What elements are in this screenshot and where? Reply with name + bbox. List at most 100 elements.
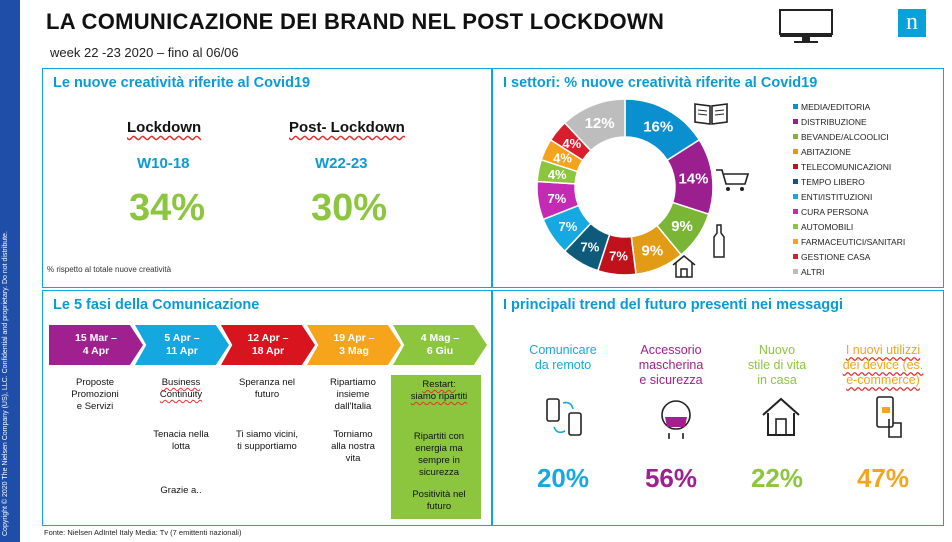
slice-label: 9% <box>642 242 664 259</box>
donut-slice <box>563 98 626 152</box>
legend-label: ALTRI <box>801 266 825 277</box>
legend-swatch <box>793 104 798 109</box>
covid-creatives-panel: Le nuove creatività riferite al Covid19 … <box>42 68 492 288</box>
phase-date: 5 Apr – 11 Apr <box>164 332 200 357</box>
trend-pct: 56% <box>644 463 698 493</box>
phase-highlight-box <box>391 375 481 519</box>
legend-label: FARMACEUTICI/SANITARI <box>801 236 906 247</box>
phase-message: Ti siamo vicini, ti supportiamo <box>236 429 298 452</box>
bottle-icon <box>713 224 725 258</box>
cart-icon <box>716 169 750 191</box>
legend-item: CURA PERSONA <box>793 204 905 219</box>
trend-pct: 22% <box>750 463 804 493</box>
trend-label: Nuovo stile di vita in casa <box>747 343 807 387</box>
phase-message: Ripartiamo insieme dall'Italia <box>330 377 376 412</box>
lockdown-label: Lockdown <box>127 119 202 136</box>
legend-swatch <box>793 254 798 259</box>
phase-message: Ripartiti con energia ma sempre in sicur… <box>413 431 465 478</box>
post-lockdown-pct: 30% <box>311 187 388 229</box>
phase-chevron: 4 Mag – 6 Giu <box>393 325 487 365</box>
legend-swatch <box>793 239 798 244</box>
legend-label: AUTOMOBILI <box>801 221 854 232</box>
legend-item: ABITAZIONE <box>793 144 905 159</box>
phase-date: 4 Mag – 6 Giu <box>420 332 460 357</box>
page-title: LA COMUNICAZIONE DEI BRAND NEL POST LOCK… <box>46 9 665 34</box>
panel-title: I principali trend del futuro presenti n… <box>503 297 844 313</box>
slice-label: 12% <box>585 115 615 132</box>
post-lockdown-week: W22-23 <box>315 155 368 172</box>
monitor-icon <box>779 9 833 43</box>
legend-swatch <box>793 194 798 199</box>
phase-chevron: 15 Mar – 4 Apr <box>49 325 143 365</box>
legend-item: TELECOMUNICAZIONI <box>793 159 905 174</box>
panel-title: Le nuove creatività riferite al Covid19 <box>53 75 311 91</box>
phase-chevron: 5 Apr – 11 Apr <box>135 325 229 365</box>
slice-label: 7% <box>609 249 628 264</box>
book-icon <box>694 103 728 125</box>
phase-message: Grazie a.. <box>160 485 202 496</box>
panel-title: Le 5 fasi della Comunicazione <box>53 297 260 313</box>
trend-label: Comunicare da remoto <box>529 343 597 372</box>
legend-item: TEMPO LIBERO <box>793 174 905 189</box>
source-footer: Fonte: Nielsen AdIntel Italy Media: Tv (… <box>44 528 242 537</box>
legend-label: TEMPO LIBERO <box>801 176 865 187</box>
legend-label: ABITAZIONE <box>801 146 851 157</box>
slice-label: 14% <box>678 170 708 187</box>
legend-label: ENTI/ISTITUZIONI <box>801 191 873 202</box>
legend-label: GESTIONE CASA <box>801 251 871 262</box>
trend-label: I nuovi utilizzi dei device (es. e-comme… <box>842 343 924 387</box>
slice-label: 9% <box>671 218 693 235</box>
phase-date: 15 Mar – 4 Apr <box>74 332 118 357</box>
lockdown-week: W10-18 <box>137 155 190 172</box>
trends-panel: I principali trend del futuro presenti n… <box>492 290 944 526</box>
phase-message: Restart: siamo ripartiti <box>410 379 468 402</box>
legend-item: FARMACEUTICI/SANITARI <box>793 234 905 249</box>
page-subtitle: week 22 -23 2020 – fino al 06/06 <box>50 45 239 60</box>
phase-message: Positività nel futuro <box>412 489 466 512</box>
slice-label: 4% <box>553 151 572 166</box>
trend-pct: 47% <box>856 463 910 493</box>
home-icon <box>762 397 800 436</box>
copyright-text: Copyright © 2020 The Nielsen Company (US… <box>2 231 9 536</box>
legend-item: BEVANDE/ALCOOLICI <box>793 129 905 144</box>
legend-item: ALTRI <box>793 264 905 279</box>
legend-swatch <box>793 134 798 139</box>
legend-label: CURA PERSONA <box>801 206 869 217</box>
legend-swatch <box>793 224 798 229</box>
legend-item: DISTRIBUZIONE <box>793 114 905 129</box>
phase-chevron: 19 Apr – 3 Mag <box>307 325 401 365</box>
slice-label: 4% <box>548 167 567 182</box>
legend-item: GESTIONE CASA <box>793 249 905 264</box>
legend-swatch <box>793 164 798 169</box>
slice-label: 7% <box>580 239 599 254</box>
phases-panel: Le 5 fasi della Comunicazione 15 Mar – 4… <box>42 290 492 526</box>
nielsen-logo: n <box>898 9 926 37</box>
sidebar: Copyright © 2020 The Nielsen Company (US… <box>0 0 20 542</box>
slice-label: 7% <box>547 191 566 206</box>
house-icon <box>672 255 696 278</box>
legend-item: MEDIA/EDITORIA <box>793 99 905 114</box>
legend-swatch <box>793 119 798 124</box>
sector-donut-chart: 16%14%9%9%7%7%7%7%4%4%4%12% <box>536 98 714 276</box>
slice-label: 7% <box>559 219 578 234</box>
footnote: % rispetto al totale nuove creatività <box>47 265 172 274</box>
phase-message: Tenacia nella lotta <box>153 429 209 452</box>
phase-message: Business Continuity <box>159 377 203 400</box>
phase-message: Speranza nel futuro <box>239 377 295 400</box>
slice-label: 16% <box>643 119 673 136</box>
post-lockdown-label: Post- Lockdown <box>289 119 405 136</box>
legend-item: ENTI/ISTITUZIONI <box>793 189 905 204</box>
legend-label: TELECOMUNICAZIONI <box>801 161 892 172</box>
sectors-panel: I settori: % nuove creatività riferite a… <box>492 68 944 288</box>
trend-pct: 20% <box>536 463 590 493</box>
phones-icon <box>546 398 582 436</box>
mask-face-icon <box>661 400 691 439</box>
legend-item: AUTOMOBILI <box>793 219 905 234</box>
legend-label: DISTRIBUZIONE <box>801 116 867 127</box>
legend-swatch <box>793 209 798 214</box>
legend-label: BEVANDE/ALCOOLICI <box>801 131 889 142</box>
legend-swatch <box>793 179 798 184</box>
legend-label: MEDIA/EDITORIA <box>801 101 871 112</box>
phase-chevron: 12 Apr – 18 Apr <box>221 325 315 365</box>
chart-legend: MEDIA/EDITORIA DISTRIBUZIONE BEVANDE/ALCOO… <box>793 99 905 279</box>
